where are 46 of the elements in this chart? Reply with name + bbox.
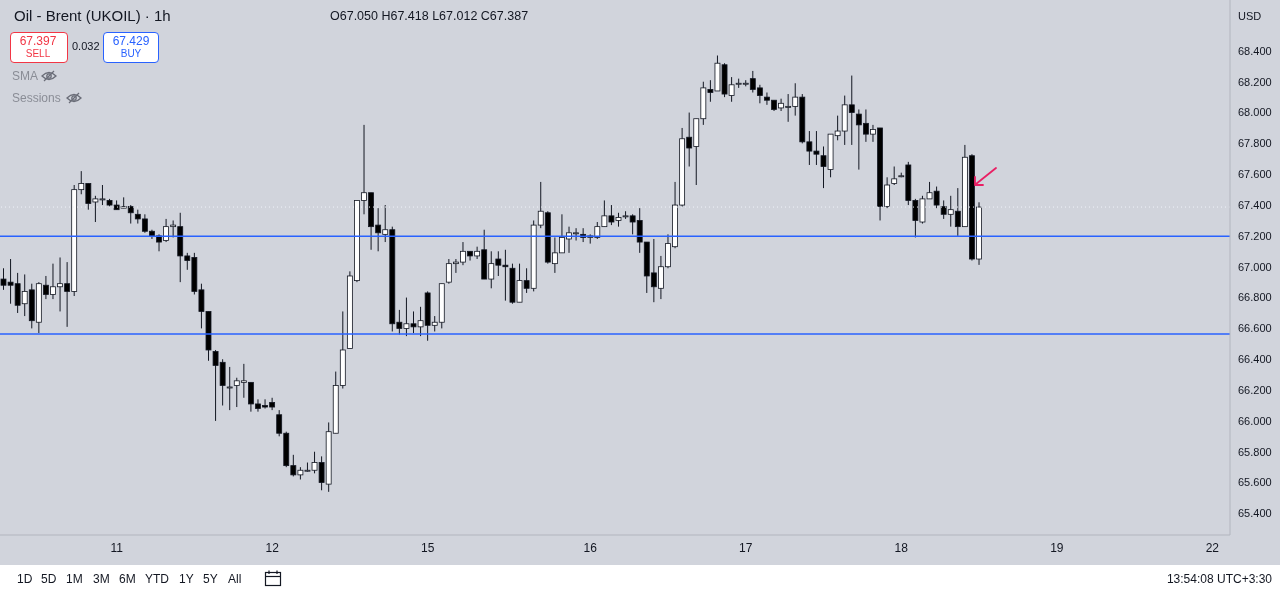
x-tick-label: 17	[739, 540, 753, 555]
text: 5Y	[203, 572, 218, 586]
candlestick	[891, 166, 898, 186]
text: All	[228, 572, 242, 586]
x-tick-label: 18	[894, 540, 909, 555]
candlestick	[226, 366, 233, 411]
annotation: Sessions	[12, 91, 61, 105]
y-tick-label: 67.600	[1238, 168, 1272, 181]
y-tick-label: 67.800	[1238, 137, 1272, 150]
y-tick-label: 67.200	[1238, 229, 1272, 242]
y-tick-label: 67.000	[1238, 260, 1272, 273]
x-tick-label: 11	[110, 540, 124, 555]
annotation: SELL	[24, 48, 52, 59]
y-tick-label: 66.200	[1238, 383, 1272, 396]
text: USD	[1238, 10, 1262, 22]
text: 1D	[17, 572, 33, 586]
y-tick-label: 65.800	[1238, 445, 1272, 458]
y-tick-label: 65.400	[1238, 507, 1272, 520]
annotation: 0.032	[72, 40, 100, 52]
text: 6M	[119, 572, 136, 586]
x-tick-label: 16	[583, 540, 598, 555]
annotation: SMA	[12, 69, 39, 83]
y-tick-label: 66.000	[1238, 414, 1272, 427]
y-tick-label: 66.800	[1238, 291, 1272, 304]
y-tick-label: 66.600	[1238, 322, 1272, 335]
x-tick-label: 19	[1050, 540, 1064, 555]
y-tick-label: 68.400	[1238, 44, 1272, 57]
annotation: 67.429	[111, 34, 151, 48]
text: 5D	[41, 572, 57, 586]
x-tick-label: 15	[420, 540, 435, 555]
annotation: BUY	[119, 48, 143, 59]
y-tick-label: 68.200	[1238, 75, 1272, 88]
annotation: 67.397	[18, 34, 58, 48]
text: 1M	[66, 572, 83, 586]
text: 3M	[93, 572, 110, 586]
y-tick-label: 68.000	[1238, 106, 1272, 119]
text: 13:54:08 UTC+3:30	[1166, 572, 1272, 586]
text: O67.050 H67.418 L67.012 C67.387	[330, 9, 529, 23]
y-tick-label: 65.600	[1238, 476, 1272, 489]
text: YTD	[145, 572, 169, 586]
text: Oil - Brent (UKOIL) · 1h	[14, 7, 171, 24]
y-tick-label: 66.400	[1238, 353, 1272, 366]
x-tick-label: 22	[1205, 540, 1220, 555]
text: 1Y	[179, 572, 194, 586]
y-tick-label: 67.400	[1238, 198, 1272, 211]
x-tick-label: 12	[265, 540, 280, 555]
